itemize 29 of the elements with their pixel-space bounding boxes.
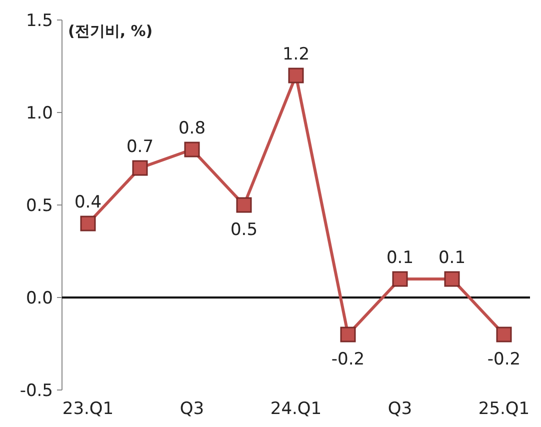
data-label: -0.2: [331, 350, 365, 370]
point: [236, 197, 252, 213]
data-label: 0.8: [178, 118, 206, 138]
point: [288, 68, 304, 84]
data-label: 0.1: [386, 248, 414, 268]
point: [340, 326, 356, 342]
y-tick-label: -0.5: [20, 381, 53, 401]
y-axis-title: (전기비, %): [68, 22, 153, 40]
y-tick-label: 1.0: [26, 104, 53, 124]
data-label: 0.5: [230, 220, 258, 240]
point: [80, 216, 96, 232]
point: [392, 271, 408, 287]
point: [132, 160, 148, 176]
data-label: 0.7: [126, 137, 154, 157]
x-tick-label: 25.Q1: [478, 399, 530, 419]
data-label: -0.2: [487, 350, 521, 370]
y-tick-label: 0.0: [26, 288, 53, 308]
x-tick-label: Q3: [180, 399, 204, 419]
y-tick-label: 0.5: [26, 196, 53, 216]
point: [496, 326, 512, 342]
data-label: 1.2: [282, 44, 310, 64]
x-tick-label: 24.Q1: [270, 399, 322, 419]
y-tick-label: 1.5: [26, 11, 53, 31]
data-label: 0.1: [438, 248, 466, 268]
x-tick-label: Q3: [388, 399, 412, 419]
point: [444, 271, 460, 287]
data-label: 0.4: [74, 192, 102, 212]
point: [184, 142, 200, 158]
x-tick-label: 23.Q1: [62, 399, 114, 419]
